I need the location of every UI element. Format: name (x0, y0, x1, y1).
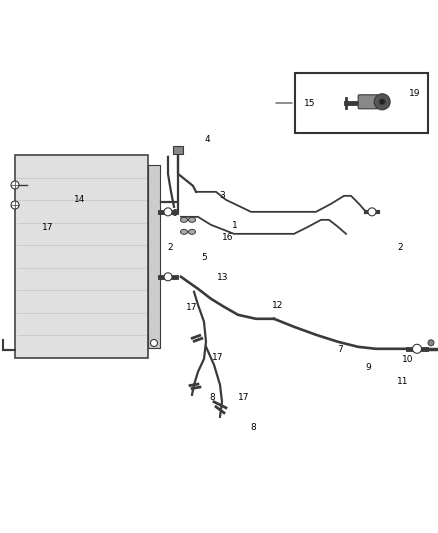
Text: 15: 15 (304, 99, 316, 108)
Circle shape (151, 340, 158, 346)
Bar (295, 73, 428, 133)
Bar (15, 155, 148, 358)
Circle shape (374, 94, 390, 110)
Text: 12: 12 (272, 301, 284, 310)
Bar (148, 165, 160, 348)
Text: 13: 13 (217, 273, 229, 282)
Circle shape (164, 208, 172, 216)
Text: 7: 7 (337, 345, 343, 354)
Ellipse shape (180, 229, 187, 235)
Text: 17: 17 (238, 393, 250, 402)
Text: 19: 19 (409, 88, 421, 98)
Text: 6: 6 (171, 208, 177, 217)
Bar (173, 146, 183, 154)
Ellipse shape (188, 217, 195, 222)
Text: 8: 8 (250, 424, 256, 432)
Text: 17: 17 (186, 303, 198, 312)
Ellipse shape (180, 217, 187, 222)
Circle shape (413, 344, 421, 353)
Text: 11: 11 (397, 377, 409, 386)
Circle shape (368, 208, 376, 216)
Circle shape (11, 181, 19, 189)
Text: 1: 1 (232, 221, 238, 230)
Text: 14: 14 (74, 196, 86, 205)
Text: 5: 5 (201, 254, 207, 262)
Ellipse shape (188, 229, 195, 235)
Text: 17: 17 (212, 353, 224, 362)
FancyBboxPatch shape (358, 95, 378, 109)
Text: 10: 10 (402, 356, 414, 365)
Circle shape (379, 99, 385, 105)
Text: 2: 2 (167, 244, 173, 253)
Text: 4: 4 (204, 135, 210, 144)
Circle shape (11, 201, 19, 209)
Text: 16: 16 (222, 233, 234, 243)
Circle shape (164, 273, 172, 281)
Text: 9: 9 (365, 364, 371, 373)
Text: 8: 8 (209, 393, 215, 402)
Text: 17: 17 (42, 223, 54, 232)
Text: 3: 3 (219, 190, 225, 199)
Circle shape (428, 340, 434, 346)
Text: 2: 2 (397, 244, 403, 253)
